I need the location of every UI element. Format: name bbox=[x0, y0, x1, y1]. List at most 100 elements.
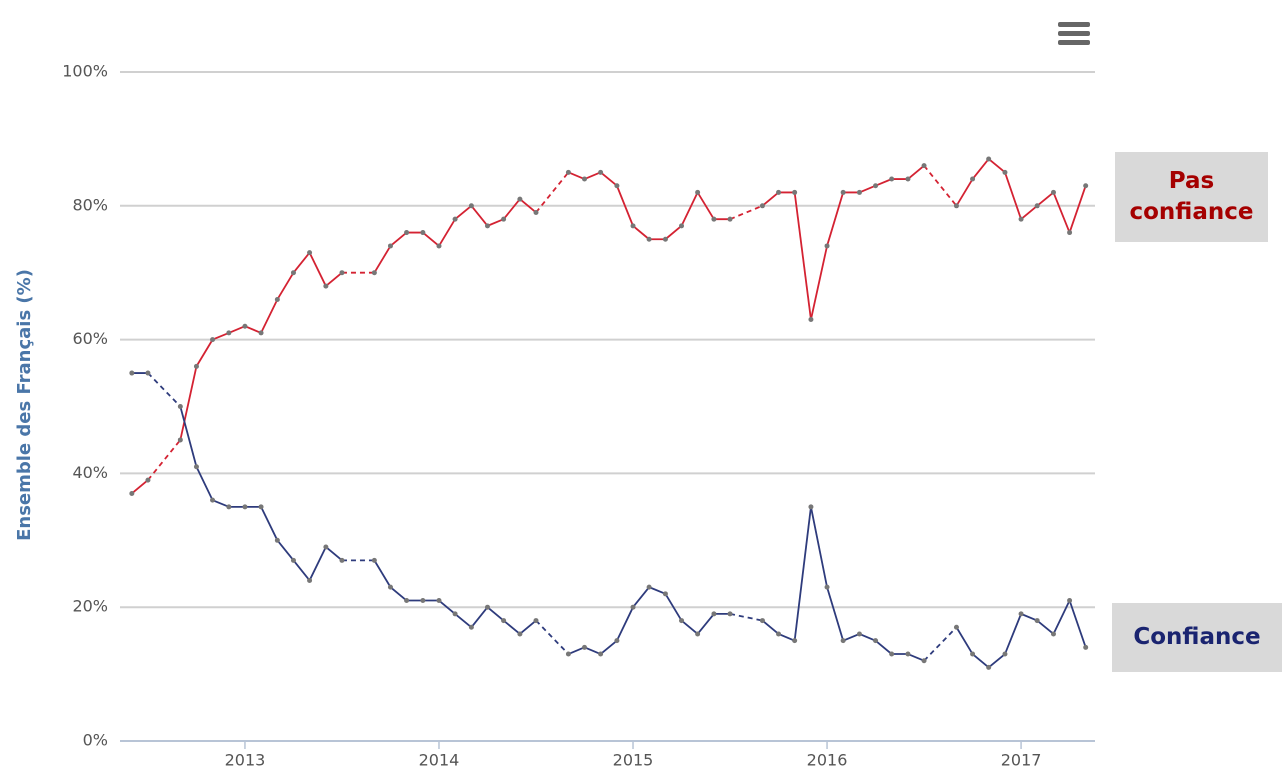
point bbox=[129, 490, 135, 496]
line-segment bbox=[179, 366, 198, 441]
point bbox=[565, 651, 571, 657]
line-segment bbox=[325, 272, 343, 287]
line-segment bbox=[1068, 600, 1087, 648]
line-segment bbox=[680, 192, 699, 227]
line-segment bbox=[859, 633, 876, 642]
y-tick-label: 40% bbox=[72, 463, 108, 482]
point bbox=[387, 243, 393, 249]
point bbox=[258, 330, 264, 336]
line-segment bbox=[568, 646, 585, 655]
point bbox=[1002, 651, 1008, 657]
point bbox=[226, 504, 232, 510]
point bbox=[404, 598, 410, 604]
point bbox=[1034, 203, 1040, 209]
point bbox=[759, 618, 765, 624]
point bbox=[436, 598, 442, 604]
point bbox=[582, 644, 588, 650]
menu-icon[interactable] bbox=[1058, 22, 1090, 45]
line-segment bbox=[632, 225, 650, 240]
line-segment bbox=[1036, 619, 1055, 635]
line-segment bbox=[1068, 185, 1087, 233]
point bbox=[792, 638, 798, 644]
line-segment bbox=[971, 653, 990, 669]
point bbox=[970, 651, 976, 657]
point bbox=[889, 176, 895, 182]
line-segment bbox=[859, 184, 876, 194]
line-segment bbox=[664, 593, 683, 622]
line-segment bbox=[308, 252, 327, 287]
line-segment bbox=[244, 325, 262, 334]
x-tick-label: 2017 bbox=[1001, 751, 1042, 770]
line-segment bbox=[955, 178, 974, 207]
point bbox=[840, 189, 846, 195]
point bbox=[921, 163, 927, 169]
line-segment bbox=[308, 546, 327, 581]
line-segment bbox=[955, 626, 974, 655]
line-segment bbox=[276, 539, 295, 561]
point bbox=[533, 209, 539, 215]
line-segment bbox=[778, 633, 795, 642]
point bbox=[646, 584, 652, 590]
point bbox=[242, 323, 248, 329]
point bbox=[1067, 230, 1073, 236]
point bbox=[953, 203, 959, 209]
point bbox=[307, 577, 313, 583]
point bbox=[307, 250, 313, 256]
line-segment bbox=[373, 559, 392, 588]
point bbox=[452, 216, 458, 222]
line-segment bbox=[373, 245, 392, 274]
point bbox=[1002, 169, 1008, 175]
point bbox=[711, 611, 717, 617]
point bbox=[517, 196, 523, 202]
point bbox=[468, 624, 474, 630]
line-segment bbox=[729, 613, 763, 622]
point bbox=[727, 216, 733, 222]
point bbox=[630, 223, 636, 229]
line-segment bbox=[648, 586, 666, 595]
point bbox=[646, 236, 652, 242]
point bbox=[1034, 618, 1040, 624]
point bbox=[889, 651, 895, 657]
line-segment bbox=[923, 165, 958, 207]
line-segment bbox=[212, 332, 230, 341]
x-tick-label: 2013 bbox=[225, 751, 266, 770]
line-segment bbox=[584, 171, 601, 180]
point bbox=[792, 189, 798, 195]
line-segment bbox=[486, 606, 505, 622]
line-segment bbox=[487, 218, 504, 227]
line-segment bbox=[793, 506, 812, 641]
line-segment bbox=[696, 613, 715, 635]
line-segment bbox=[1004, 172, 1022, 220]
line-segment bbox=[179, 406, 198, 467]
point bbox=[1018, 216, 1024, 222]
point bbox=[808, 504, 814, 510]
line-segment bbox=[1036, 191, 1055, 207]
line-segment bbox=[988, 158, 1006, 174]
point bbox=[290, 557, 296, 563]
line-segment bbox=[276, 272, 295, 300]
point bbox=[404, 230, 410, 236]
point bbox=[517, 631, 523, 637]
point bbox=[501, 216, 507, 222]
point bbox=[695, 631, 701, 637]
point bbox=[387, 584, 393, 590]
line-segment bbox=[292, 559, 311, 582]
point bbox=[420, 598, 426, 604]
point bbox=[210, 497, 216, 503]
point bbox=[177, 404, 183, 409]
line-segment bbox=[260, 506, 279, 541]
point bbox=[1083, 644, 1089, 650]
point bbox=[129, 370, 135, 376]
line-segment bbox=[761, 619, 780, 635]
point bbox=[711, 216, 717, 222]
point bbox=[323, 544, 329, 550]
line-segment bbox=[568, 171, 585, 180]
line-segment bbox=[1020, 613, 1038, 622]
line-segment bbox=[874, 639, 893, 655]
point bbox=[371, 270, 377, 276]
point bbox=[986, 664, 992, 670]
series-label: Confiance bbox=[1112, 603, 1282, 672]
point bbox=[776, 189, 782, 195]
point bbox=[695, 189, 701, 195]
point bbox=[921, 658, 927, 664]
